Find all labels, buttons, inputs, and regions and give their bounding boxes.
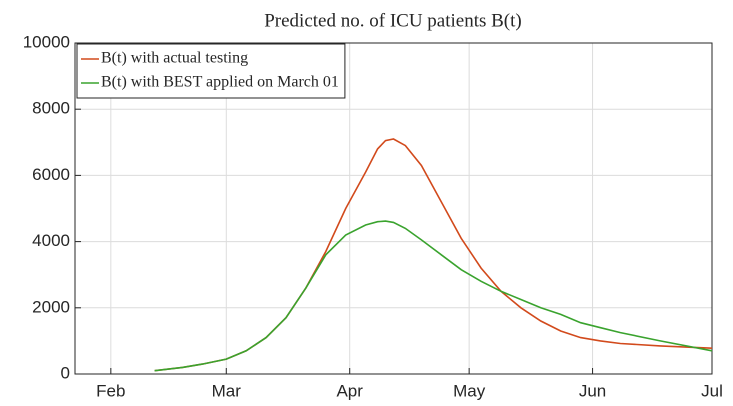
- y-tick-label: 8000: [32, 99, 70, 118]
- y-tick-label: 6000: [32, 165, 70, 184]
- x-tick-label: Jun: [579, 381, 606, 400]
- y-tick-label: 0: [61, 363, 70, 382]
- legend-label: B(t) with BEST applied on March 01: [101, 74, 339, 91]
- legend-label: B(t) with actual testing: [101, 50, 248, 67]
- y-tick-label: 2000: [32, 297, 70, 316]
- plot-frame: [74, 42, 713, 375]
- legend: B(t) with actual testing B(t) with BEST a…: [76, 43, 346, 99]
- legend-box: [76, 43, 346, 99]
- x-tick-label: Apr: [336, 381, 363, 400]
- x-tick-label: Feb: [96, 381, 125, 400]
- line-series: [154, 220, 713, 372]
- x-tick-label: Mar: [212, 381, 242, 400]
- x-tick-label: Jul: [701, 381, 723, 400]
- chart-title: Predicted no. of ICU patients B(t): [264, 10, 522, 31]
- x-tick-label: May: [453, 381, 486, 400]
- y-tick-label: 4000: [32, 231, 70, 250]
- y-tick-label: 10000: [23, 32, 70, 51]
